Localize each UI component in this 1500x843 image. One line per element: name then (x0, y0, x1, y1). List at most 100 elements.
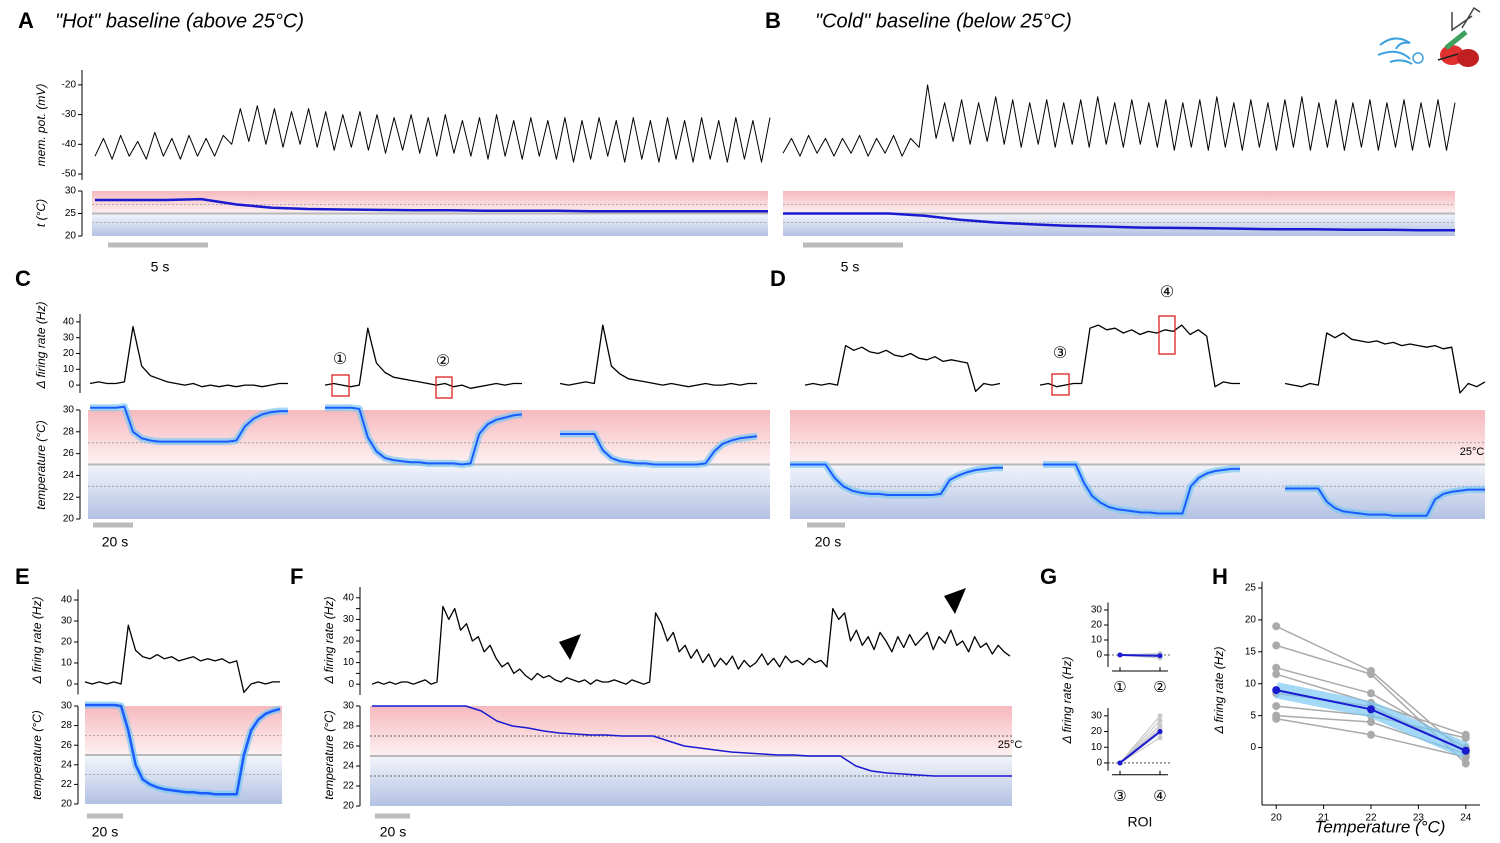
y-tick-label: 30 (65, 186, 77, 197)
y-tick-label: 20 (61, 799, 73, 810)
y-tick-label: -20 (62, 80, 77, 91)
scale-bar-label: 5 s (841, 259, 860, 275)
x-tick-label: 22 (1365, 813, 1377, 824)
arrowhead (944, 588, 966, 614)
y-tick-label: 26 (61, 740, 73, 751)
panel: 5 s (783, 191, 1455, 275)
panel-title: "Cold" baseline (below 25°C) (815, 10, 1072, 32)
panel-letter: H (1212, 564, 1228, 589)
y-tick-label: 30 (61, 701, 73, 712)
trace (95, 197, 768, 213)
y-tick-label: 20 (63, 514, 75, 525)
data-point (1157, 713, 1163, 719)
y-tick-label: 40 (63, 317, 75, 328)
data-point (1367, 689, 1375, 698)
panel: 20 22 24 26 28 30 temperature (°C) 20 s (30, 701, 282, 840)
panel: 0 10 20 30 40 Δ firing rate (Hz)E (15, 564, 280, 695)
x-axis-label: Temperature (°C) (1315, 817, 1446, 836)
y-tick-label: 24 (61, 759, 73, 770)
data-point (1117, 760, 1123, 766)
x-tick-label: 21 (1318, 813, 1330, 824)
y-tick-label: 22 (63, 492, 75, 503)
panel: 0 10 20 30 40 Δ firing rate (Hz)C ① ② (15, 266, 757, 399)
cold-zone (370, 756, 1012, 806)
y-tick-label: 30 (1091, 605, 1103, 616)
trace (1039, 324, 1240, 388)
y-axis-label: t (°C) (34, 199, 48, 227)
y-tick-label: 5 (1250, 710, 1256, 721)
x-tick-label: ① (1113, 679, 1126, 696)
y-axis-label: Δ firing rate (Hz) (30, 597, 44, 685)
y-tick-label: 10 (343, 657, 355, 668)
x-tick-label: 24 (1460, 813, 1472, 824)
data-point (1272, 622, 1281, 631)
roi-label: ① (333, 351, 347, 368)
panel-letter: B (765, 8, 781, 33)
scale-bar-label: 20 s (815, 534, 841, 550)
y-tick-label: 30 (343, 614, 355, 625)
roi-box (1158, 315, 1176, 355)
panel: 0 10 20 30 ① ② Δ firing rate (Hz) G (1040, 564, 1172, 744)
trace (371, 605, 1011, 685)
panel: D ③ ④ (770, 266, 1486, 396)
trace (324, 327, 522, 389)
panel-letter: E (15, 564, 30, 589)
y-axis-label: Δ firing rate (Hz) (34, 302, 48, 390)
y-axis-label: Δ firing rate (Hz) (322, 597, 336, 685)
panel: 20 25 30 t (°C) 5 s (34, 186, 768, 275)
arrowhead (559, 634, 581, 660)
data-point (1157, 653, 1163, 659)
icon (1377, 6, 1481, 67)
panel: 0 10 20 30 40 Δ firing rate (Hz) F (290, 564, 1011, 695)
y-tick-label: 10 (61, 658, 73, 669)
y-tick-label: 10 (1091, 742, 1103, 753)
cold-zone (88, 464, 770, 519)
panel-letter: D (770, 266, 786, 291)
data-point (1272, 714, 1281, 723)
trace (372, 705, 1012, 777)
y-tick-label: 10 (63, 364, 75, 375)
data-point (1461, 746, 1470, 755)
cold-zone (92, 213, 768, 236)
panel-letter: A (18, 8, 34, 33)
y-axis-label: Δ firing rate (Hz) (1212, 647, 1226, 735)
y-tick-label: 20 (1245, 615, 1257, 626)
y-tick-label: 30 (63, 332, 75, 343)
y-tick-label: 30 (1091, 710, 1103, 721)
warm-zone (783, 191, 1455, 214)
y-axis-label: mem. pot. (mV) (34, 84, 48, 167)
y-tick-label: -50 (62, 169, 77, 180)
data-point (1272, 641, 1281, 650)
warm-zone (370, 706, 1012, 756)
y-axis-label: temperature (°C) (30, 710, 44, 800)
y-tick-label: 10 (1091, 635, 1103, 646)
trace (1284, 332, 1486, 394)
y-tick-label: 20 (61, 637, 73, 648)
data-point (1272, 663, 1281, 672)
trace (325, 406, 523, 466)
y-tick-label: 0 (1096, 650, 1102, 661)
panel: B "Cold" baseline (below 25°C) (765, 8, 1456, 157)
y-tick-label: 20 (65, 231, 77, 242)
trace (1119, 730, 1161, 764)
cold-zone (85, 755, 282, 804)
y-tick-label: 40 (343, 592, 355, 603)
y-tick-label: 20 (63, 348, 75, 359)
data-point (1461, 733, 1470, 742)
trace (85, 703, 281, 796)
trace (89, 325, 288, 388)
data-point (1117, 652, 1123, 658)
data-point (1367, 718, 1375, 727)
x-tick-label: 23 (1413, 813, 1425, 824)
x-tick-label: 20 (1271, 813, 1283, 824)
y-tick-label: 30 (343, 701, 355, 712)
y-tick-label: 22 (61, 779, 73, 790)
panel-letter: G (1040, 564, 1057, 589)
data-point (1272, 686, 1281, 695)
panel-title: "Hot" baseline (above 25°C) (55, 10, 304, 32)
x-axis-label: ROI (1128, 814, 1153, 830)
data-point (1157, 729, 1163, 735)
y-tick-label: 0 (66, 679, 72, 690)
